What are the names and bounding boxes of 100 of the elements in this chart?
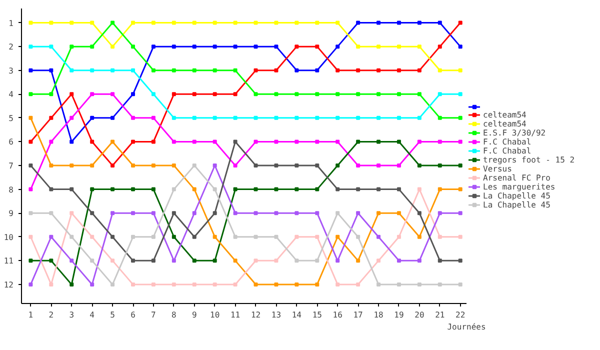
point — [233, 234, 238, 239]
point — [151, 282, 156, 286]
point — [70, 211, 74, 216]
point — [90, 20, 94, 25]
point — [49, 164, 54, 168]
point — [212, 44, 217, 49]
point — [192, 44, 196, 49]
point — [172, 140, 176, 144]
y-tick-label: 12 — [4, 280, 14, 290]
point — [315, 211, 320, 216]
point — [254, 140, 258, 144]
point — [131, 211, 136, 216]
point — [438, 211, 442, 216]
point — [396, 187, 401, 192]
point — [315, 164, 320, 168]
x-tick-label: 5 — [110, 310, 116, 320]
point — [356, 116, 360, 120]
point — [396, 20, 401, 25]
point — [254, 258, 258, 263]
point — [172, 187, 176, 192]
point — [131, 282, 136, 286]
point — [396, 211, 401, 216]
point — [294, 211, 299, 216]
point — [294, 44, 299, 49]
point — [315, 187, 320, 192]
point — [336, 234, 340, 239]
point — [274, 116, 278, 120]
point — [192, 68, 196, 72]
point — [90, 234, 94, 239]
point — [151, 116, 156, 120]
point — [458, 140, 462, 144]
point — [233, 140, 238, 144]
point — [396, 164, 401, 168]
point — [131, 68, 136, 72]
point — [458, 258, 462, 263]
point — [438, 282, 442, 286]
point — [356, 20, 360, 25]
point — [294, 116, 299, 120]
point — [212, 92, 217, 96]
point — [233, 282, 238, 286]
point — [212, 282, 217, 286]
x-tick-label: 1 — [28, 310, 34, 320]
point — [212, 20, 217, 25]
point — [356, 164, 360, 168]
point — [274, 92, 278, 96]
point — [212, 68, 217, 72]
legend-label: Les marguerites — [483, 182, 556, 191]
point — [254, 68, 258, 72]
point — [212, 187, 217, 192]
point — [417, 234, 422, 239]
point — [70, 282, 74, 286]
x-tick-label: 20 — [414, 310, 424, 320]
point — [274, 140, 278, 144]
point — [274, 187, 278, 192]
point — [396, 68, 401, 72]
point — [396, 140, 401, 144]
x-tick-label: 2 — [48, 310, 54, 320]
point — [90, 164, 94, 168]
point — [233, 116, 238, 120]
point — [28, 20, 33, 25]
point — [131, 164, 136, 168]
point — [192, 187, 196, 192]
point — [396, 92, 401, 96]
point — [315, 258, 320, 263]
point — [49, 92, 54, 96]
point — [315, 234, 320, 239]
point — [172, 44, 176, 49]
legend-label: E.S.F 3/30/92 — [483, 128, 546, 137]
y-tick-label: 2 — [8, 42, 14, 52]
point — [396, 234, 401, 239]
point — [294, 187, 299, 192]
point — [172, 258, 176, 263]
point — [274, 211, 278, 216]
point — [458, 211, 462, 216]
point — [233, 68, 238, 72]
point — [192, 211, 196, 216]
point — [70, 68, 74, 72]
point — [396, 258, 401, 263]
point — [212, 140, 217, 144]
point — [90, 282, 94, 286]
point — [151, 187, 156, 192]
point — [254, 116, 258, 120]
point — [315, 116, 320, 120]
point — [212, 164, 217, 168]
point — [110, 140, 115, 144]
point — [70, 187, 74, 192]
point — [49, 20, 54, 25]
y-tick-label: 3 — [8, 66, 14, 76]
point — [151, 234, 156, 239]
point — [336, 164, 340, 168]
point — [315, 44, 320, 49]
point — [254, 187, 258, 192]
x-tick-label: 11 — [230, 310, 240, 320]
point — [151, 164, 156, 168]
point — [356, 234, 360, 239]
point — [192, 164, 196, 168]
point — [131, 258, 136, 263]
point — [274, 258, 278, 263]
x-tick-label: 22 — [456, 310, 466, 320]
point — [274, 282, 278, 286]
